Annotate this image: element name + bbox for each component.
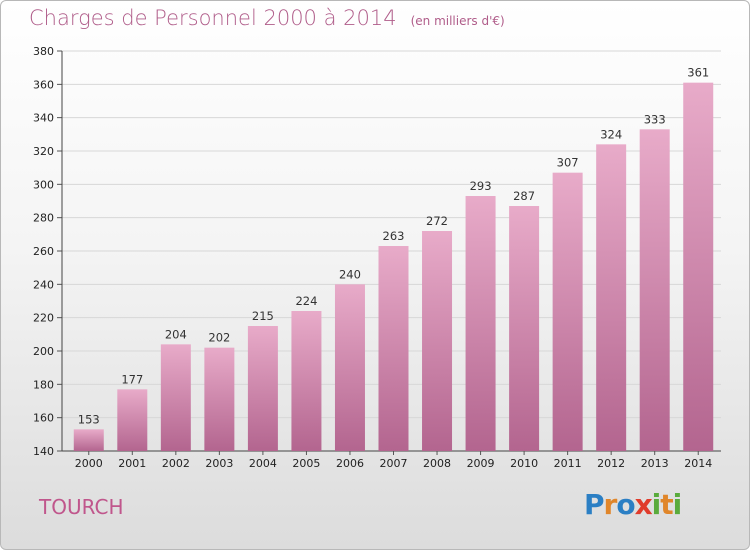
data-label: 240	[339, 267, 361, 281]
x-tick-label: 2014	[684, 457, 712, 470]
y-tick-label: 240	[33, 278, 54, 291]
bar	[247, 326, 278, 451]
data-label: 224	[295, 294, 317, 308]
chart-subtitle: (en milliers d'€)	[410, 14, 505, 28]
bar	[639, 129, 670, 452]
data-label: 177	[121, 372, 143, 386]
chart-title-block: Charges de Personnel 2000 à 2014 (en mill…	[29, 6, 505, 30]
y-tick-label: 340	[33, 112, 54, 125]
logo-letter: o	[616, 488, 635, 521]
x-tick-label: 2000	[75, 457, 103, 470]
y-tick-label: 320	[33, 145, 54, 158]
y-tick-label: 160	[33, 412, 54, 425]
x-tick-label: 2009	[467, 457, 495, 470]
bar	[117, 389, 148, 451]
y-tick-label: 380	[33, 45, 54, 58]
data-label: 287	[513, 189, 535, 203]
data-label: 215	[252, 309, 274, 323]
y-tick-label: 280	[33, 212, 54, 225]
x-tick-label: 2005	[292, 457, 320, 470]
bar	[334, 284, 365, 451]
bar	[160, 344, 191, 451]
y-tick-label: 140	[33, 445, 54, 458]
y-tick-label: 200	[33, 345, 54, 358]
x-tick-label: 2010	[510, 457, 538, 470]
y-tick-label: 220	[33, 312, 54, 325]
chart-title: Charges de Personnel 2000 à 2014	[29, 6, 397, 30]
bar	[465, 196, 496, 451]
data-label: 202	[208, 331, 230, 345]
x-tick-label: 2004	[249, 457, 277, 470]
x-tick-label: 2008	[423, 457, 451, 470]
logo-letter: t	[660, 488, 673, 521]
data-label: 361	[687, 66, 709, 80]
data-label: 324	[600, 127, 622, 141]
logo-letter: r	[603, 488, 618, 521]
bar	[683, 82, 714, 452]
y-tick-label: 360	[33, 78, 54, 91]
y-tick-label: 180	[33, 378, 54, 391]
data-label: 263	[383, 229, 405, 243]
x-tick-label: 2011	[554, 457, 582, 470]
bar	[73, 429, 104, 451]
data-label: 307	[557, 156, 579, 170]
bar	[204, 347, 235, 451]
logo-letter: P	[584, 488, 605, 521]
data-label: 293	[470, 179, 492, 193]
bar	[596, 144, 627, 452]
x-tick-label: 2003	[205, 457, 233, 470]
city-name: TOURCH	[39, 495, 124, 519]
data-label: 204	[165, 327, 187, 341]
y-tick-label: 300	[33, 178, 54, 191]
data-label: 333	[644, 112, 666, 126]
x-tick-label: 2002	[162, 457, 190, 470]
proxiti-logo[interactable]: Proxiti	[584, 488, 683, 521]
bar	[378, 246, 409, 451]
bar	[291, 311, 322, 451]
bar	[422, 231, 453, 451]
x-tick-label: 2001	[118, 457, 146, 470]
logo-letter: i	[672, 488, 683, 521]
x-tick-label: 2006	[336, 457, 364, 470]
data-label: 153	[78, 412, 100, 426]
bar	[509, 206, 540, 451]
logo-letter: x	[634, 488, 653, 521]
x-tick-label: 2012	[597, 457, 625, 470]
bar	[552, 172, 583, 451]
logo-letter: i	[651, 488, 662, 521]
y-tick-label: 260	[33, 245, 54, 258]
data-label: 272	[426, 214, 448, 228]
x-tick-label: 2013	[641, 457, 669, 470]
x-tick-label: 2007	[380, 457, 408, 470]
